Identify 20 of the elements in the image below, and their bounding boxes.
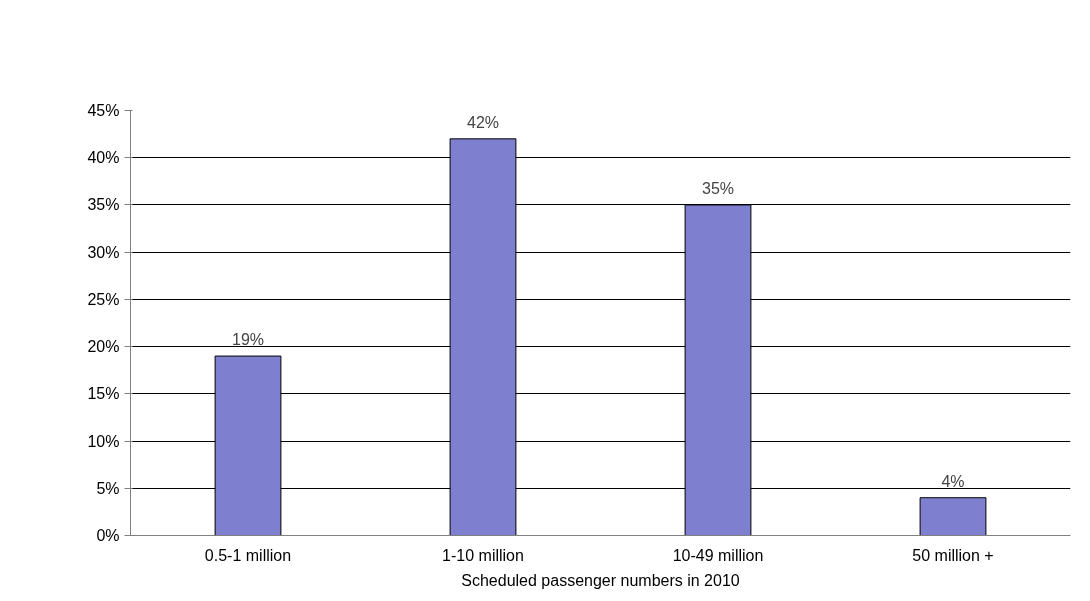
- data-label: 35%: [701, 179, 735, 197]
- data-label: 4%: [941, 472, 965, 490]
- y-tick-label: 45%: [87, 102, 120, 119]
- y-tick-label: 35%: [87, 196, 120, 214]
- x-tick-label: 10-49 million: [672, 546, 764, 564]
- y-tick-label: 25%: [87, 290, 120, 308]
- y-tick-label: 40%: [87, 149, 120, 167]
- x-tick-label: 0.5-1 million: [204, 546, 292, 564]
- y-tick-label: 10%: [87, 432, 120, 450]
- y-tick-label: 15%: [87, 385, 120, 403]
- x-axis-title: Scheduled passenger numbers in 2010: [461, 571, 740, 589]
- y-tick-label: 5%: [96, 479, 120, 497]
- x-tick-label: 1-10 million: [442, 546, 524, 564]
- x-tick-label: 50 million +: [912, 546, 994, 564]
- y-tick-label: 30%: [87, 243, 120, 261]
- bar: [919, 497, 987, 536]
- data-label: 42%: [466, 113, 500, 131]
- data-label: 19%: [231, 331, 265, 349]
- y-tick-label: 20%: [87, 338, 120, 356]
- y-tick-label: 0%: [96, 527, 120, 544]
